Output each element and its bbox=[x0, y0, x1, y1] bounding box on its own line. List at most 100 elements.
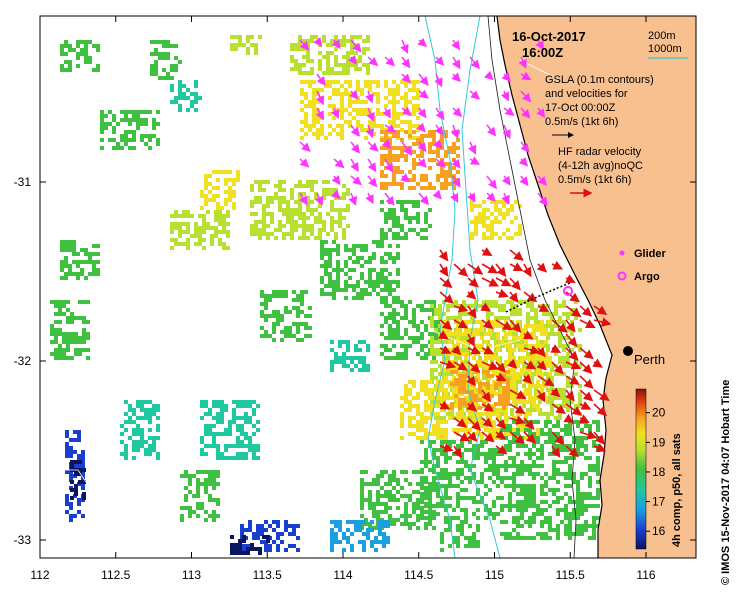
sst-pixel bbox=[480, 472, 484, 476]
sst-pixel bbox=[294, 43, 298, 47]
sst-pixel bbox=[324, 272, 328, 276]
sst-pixel bbox=[462, 304, 466, 308]
sst-pixel bbox=[326, 43, 330, 47]
sst-pixel bbox=[532, 432, 536, 436]
sst-pixel bbox=[436, 482, 440, 486]
sst-pixel bbox=[232, 178, 236, 182]
sst-pixel bbox=[362, 544, 366, 548]
sst-pixel bbox=[100, 130, 104, 134]
sst-pixel bbox=[560, 444, 564, 448]
sst-pixel bbox=[82, 492, 86, 496]
sst-pixel bbox=[384, 304, 388, 308]
sst-pixel bbox=[392, 80, 396, 84]
sst-pixel bbox=[326, 212, 330, 216]
sst-pixel bbox=[516, 400, 520, 404]
sst-pixel bbox=[77, 438, 81, 442]
sst-pixel bbox=[578, 384, 582, 388]
sst-pixel bbox=[580, 436, 584, 440]
sst-pixel bbox=[508, 508, 512, 512]
sst-pixel bbox=[488, 468, 492, 472]
sst-pixel bbox=[480, 444, 484, 448]
sst-pixel bbox=[384, 252, 388, 256]
sst-pixel bbox=[508, 492, 512, 496]
sst-pixel bbox=[570, 320, 574, 324]
sst-pixel bbox=[392, 316, 396, 320]
sst-pixel bbox=[476, 508, 480, 512]
sst-pixel bbox=[342, 67, 346, 71]
sst-pixel bbox=[528, 504, 532, 508]
sst-pixel bbox=[550, 376, 554, 380]
sst-pixel bbox=[364, 108, 368, 112]
sst-pixel bbox=[73, 430, 77, 434]
sst-pixel bbox=[178, 88, 182, 92]
sst-pixel bbox=[456, 340, 460, 344]
sst-pixel bbox=[512, 472, 516, 476]
sst-pixel bbox=[81, 514, 85, 518]
sst-pixel bbox=[532, 484, 536, 488]
sst-pixel bbox=[520, 488, 524, 492]
sst-pixel bbox=[420, 384, 424, 388]
sst-pixel bbox=[384, 336, 388, 340]
sst-pixel bbox=[444, 496, 448, 500]
sst-pixel bbox=[408, 344, 412, 348]
sst-pixel bbox=[428, 468, 432, 472]
sst-pixel bbox=[100, 118, 104, 122]
sst-pixel bbox=[352, 288, 356, 292]
sst-pixel bbox=[502, 402, 506, 406]
sst-pixel bbox=[470, 316, 474, 320]
sst-pixel bbox=[550, 404, 554, 408]
sst-pixel bbox=[416, 518, 420, 522]
sst-pixel bbox=[316, 136, 320, 140]
sst-pixel bbox=[252, 536, 256, 540]
sst-pixel bbox=[376, 494, 380, 498]
sst-pixel bbox=[412, 416, 416, 420]
sst-pixel bbox=[434, 352, 438, 356]
sst-pixel bbox=[456, 332, 460, 336]
sst-pixel bbox=[156, 404, 160, 408]
sst-pixel bbox=[318, 63, 322, 67]
sst-pixel bbox=[380, 494, 384, 498]
sst-pixel bbox=[436, 380, 440, 384]
sst-pixel bbox=[412, 142, 416, 146]
sst-pixel bbox=[498, 398, 502, 402]
sst-pixel bbox=[350, 43, 354, 47]
sst-pixel bbox=[424, 486, 428, 490]
sst-pixel bbox=[416, 420, 420, 424]
sst-pixel bbox=[476, 364, 480, 368]
sst-pixel bbox=[346, 540, 350, 544]
sst-pixel bbox=[230, 43, 234, 47]
sst-pixel bbox=[404, 522, 408, 526]
sst-pixel bbox=[436, 428, 440, 432]
sst-pixel bbox=[226, 222, 230, 226]
sst-pixel bbox=[100, 138, 104, 142]
sst-pixel bbox=[156, 138, 160, 142]
sst-pixel bbox=[428, 396, 432, 400]
sst-pixel bbox=[318, 236, 322, 240]
sst-pixel bbox=[520, 368, 524, 372]
sst-pixel bbox=[392, 146, 396, 150]
sst-pixel bbox=[508, 476, 512, 480]
sst-pixel bbox=[404, 92, 408, 96]
sst-pixel bbox=[548, 524, 552, 528]
sst-pixel bbox=[112, 126, 116, 130]
sst-pixel bbox=[298, 35, 302, 39]
sst-pixel bbox=[512, 432, 516, 436]
sst-pixel bbox=[540, 444, 544, 448]
sst-pixel bbox=[342, 228, 346, 232]
sst-pixel bbox=[384, 134, 388, 138]
sst-pixel bbox=[576, 448, 580, 452]
sst-pixel bbox=[464, 496, 468, 500]
sst-pixel bbox=[526, 352, 530, 356]
sst-pixel bbox=[148, 408, 152, 412]
sst-pixel bbox=[220, 206, 224, 210]
sst-pixel bbox=[488, 456, 492, 460]
sst-pixel bbox=[330, 188, 334, 192]
sst-pixel bbox=[252, 444, 256, 448]
sst-pixel bbox=[576, 500, 580, 504]
sst-pixel bbox=[306, 43, 310, 47]
sst-pixel bbox=[432, 186, 436, 190]
sst-pixel bbox=[404, 514, 408, 518]
sst-pixel bbox=[322, 35, 326, 39]
sst-pixel bbox=[480, 500, 484, 504]
sst-pixel bbox=[246, 551, 250, 555]
